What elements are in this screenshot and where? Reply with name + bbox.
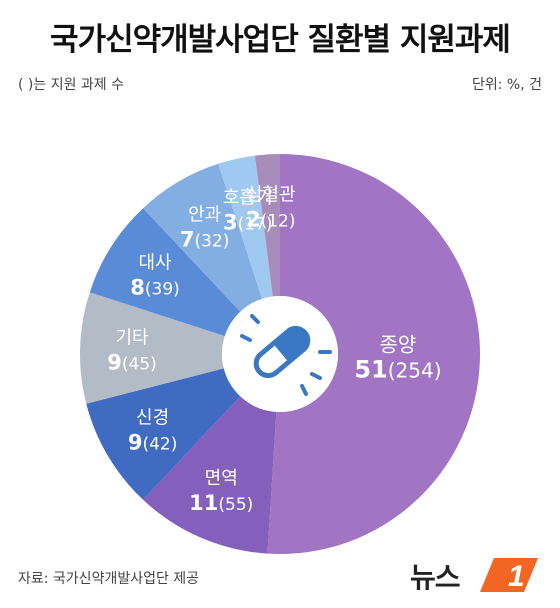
slice-안과: [143, 163, 263, 312]
slice-value-label: 7(32): [180, 228, 230, 252]
center-badge: [222, 296, 338, 412]
slice-name-label: 면역: [205, 468, 238, 489]
slice-신경: [86, 368, 241, 500]
slice-name-label: 호흡기: [223, 188, 273, 209]
source-note: 자료: 국가신약개발사업단 제공: [18, 571, 200, 587]
slice-name-label: 신경: [136, 407, 169, 428]
slice-value-label: 9(45): [107, 350, 157, 374]
count-note: ( )는 지원 과제 수: [18, 77, 125, 93]
slice-name-label: 대사: [138, 253, 172, 274]
slice-name-label: 기타: [116, 327, 150, 348]
slice-name-label: 심혈관: [246, 184, 296, 205]
slice-심혈관: [254, 154, 280, 297]
slice-value-label: 11(55): [189, 491, 253, 515]
slice-name-label: 종양: [380, 333, 417, 357]
unit-label: 단위: %, 건: [471, 77, 542, 93]
slice-기타: [80, 292, 225, 404]
center-circle: [222, 296, 338, 412]
slice-value-label: 3(17): [223, 211, 273, 235]
slice-value-label: 8(39): [130, 276, 180, 300]
pill-capsule-icon: [240, 314, 332, 396]
slice-value-label: 9(42): [128, 430, 178, 454]
chart-title: 국가신약개발사업단 질환별 지원과제: [50, 22, 511, 58]
news1-logo: 뉴스 1: [410, 552, 542, 596]
slice-면역: [143, 396, 277, 554]
slice-대사: [89, 208, 241, 337]
slice-종양: [267, 154, 481, 554]
slice-value-label: 2(12): [246, 207, 296, 231]
slice-name-label: 안과: [188, 205, 221, 226]
logo-mark-icon: 1: [480, 558, 538, 593]
logo-mark-number: 1: [508, 560, 525, 593]
slice-value-label: 51(254): [354, 356, 441, 384]
logo-text: 뉴스: [410, 561, 461, 594]
slice-호흡기: [218, 155, 273, 299]
